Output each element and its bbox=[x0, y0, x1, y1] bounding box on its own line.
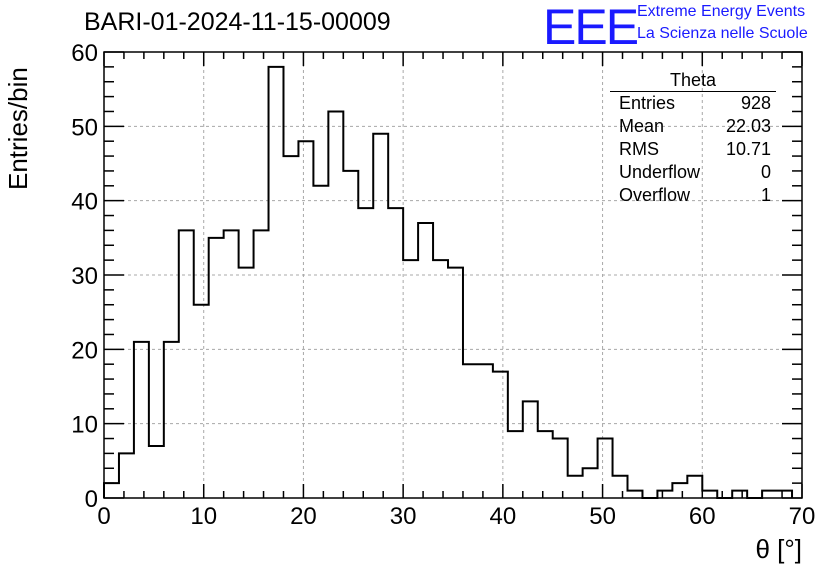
x-tick-label: 50 bbox=[589, 503, 616, 530]
x-tick-label: 30 bbox=[390, 503, 417, 530]
stats-label: RMS bbox=[619, 139, 659, 159]
logo-text-line2: La Scienza nelle Scuole bbox=[637, 25, 808, 42]
stats-title: Theta bbox=[610, 70, 776, 92]
y-tick-label: 20 bbox=[71, 337, 98, 364]
stats-value: 1 bbox=[760, 185, 771, 205]
stats-row-underflow: Underflow 0 bbox=[610, 161, 776, 184]
y-tick-label: 40 bbox=[71, 189, 98, 216]
x-tick-label: 70 bbox=[789, 503, 816, 530]
x-tick-label: 0 bbox=[97, 503, 110, 530]
y-tick-label: 30 bbox=[71, 263, 98, 290]
x-tick-label: 10 bbox=[190, 503, 217, 530]
grid-lines bbox=[104, 52, 802, 498]
stats-row-overflow: Overflow 1 bbox=[610, 184, 776, 207]
stats-row-entries: Entries 928 bbox=[610, 92, 776, 115]
stats-value: 928 bbox=[740, 93, 771, 113]
stats-label: Overflow bbox=[619, 185, 691, 205]
stats-value: 0 bbox=[760, 162, 771, 182]
x-tick-label: 60 bbox=[689, 503, 716, 530]
stats-row-rms: RMS 10.71 bbox=[610, 138, 776, 161]
stats-box: Theta Entries 928 Mean 22.03 RMS 10.71 U… bbox=[610, 70, 776, 207]
axis-ticks bbox=[103, 51, 803, 499]
stats-value: 22.03 bbox=[725, 116, 771, 136]
stats-row-mean: Mean 22.03 bbox=[610, 115, 776, 138]
y-tick-label: 60 bbox=[71, 40, 98, 67]
x-axis-label: θ [°] bbox=[755, 534, 802, 564]
stats-label: Entries bbox=[619, 93, 676, 113]
logo-text-line1: Extreme Energy Events bbox=[637, 3, 806, 20]
x-tick-label: 40 bbox=[490, 503, 517, 530]
histogram-outline bbox=[103, 65, 794, 499]
y-tick-label: 50 bbox=[71, 114, 98, 141]
y-tick-label: 10 bbox=[71, 412, 98, 439]
eee-logo: EEE bbox=[543, 0, 639, 55]
x-tick-label: 20 bbox=[290, 503, 317, 530]
stats-label: Underflow bbox=[619, 162, 701, 182]
chart-title: BARI-01-2024-11-15-00009 bbox=[84, 8, 391, 36]
stats-value: 10.71 bbox=[725, 139, 771, 159]
y-tick-label: 0 bbox=[85, 486, 98, 513]
stats-label: Mean bbox=[619, 116, 665, 136]
